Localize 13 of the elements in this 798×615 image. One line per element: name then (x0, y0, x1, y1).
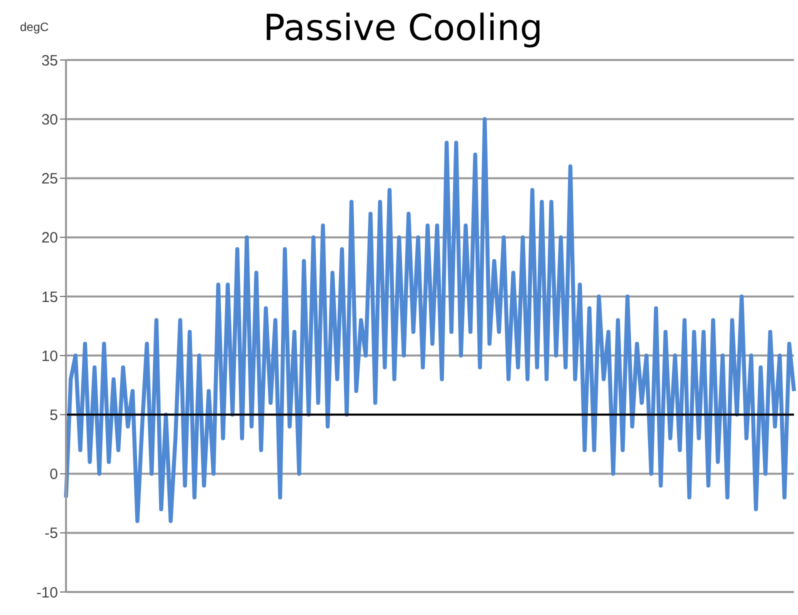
y-tick-label: 15 (41, 288, 58, 306)
line-series (64, 117, 796, 524)
y-axis-title: degC (20, 20, 49, 34)
y-tick-label: 25 (41, 170, 58, 188)
y-tick-label: 20 (41, 230, 58, 247)
y-tick-label: 30 (41, 111, 58, 128)
y-tick-label: 5 (50, 406, 58, 424)
y-tick-label: 0 (50, 466, 58, 484)
chart-title: Passive Cooling (263, 8, 543, 49)
y-tick-label: -10 (36, 584, 58, 602)
y-tick-label: 35 (41, 52, 58, 70)
y-tick-label: 10 (41, 348, 58, 365)
y-tick-label: -5 (44, 525, 58, 542)
